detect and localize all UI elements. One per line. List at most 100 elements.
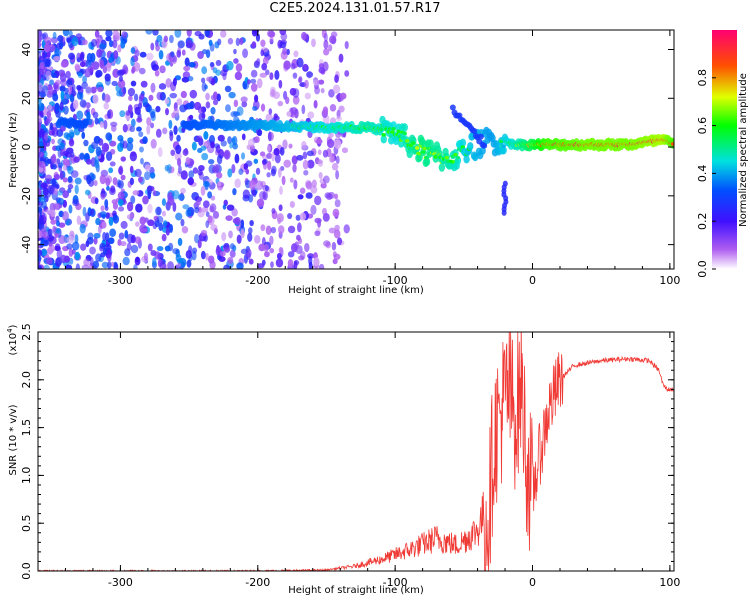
- noise-blob: [108, 216, 114, 226]
- noise-blob: [301, 104, 306, 115]
- noise-blob: [139, 51, 147, 58]
- noise-blob: [323, 32, 328, 43]
- noise-blob: [286, 111, 292, 117]
- noise-blob: [68, 138, 75, 147]
- noise-blob: [79, 53, 85, 62]
- noise-blob: [240, 96, 248, 103]
- x-tick-label: -300: [108, 274, 133, 287]
- noise-blob: [140, 227, 148, 233]
- noise-blob: [126, 141, 134, 152]
- noise-blob: [39, 61, 45, 69]
- noise-blob: [233, 99, 239, 108]
- page-title: C2E5.2024.131.01.57.R17: [269, 1, 441, 16]
- ridge-core: [379, 127, 384, 132]
- ridge-core: [381, 133, 386, 137]
- noise-blob: [231, 208, 238, 217]
- noise-blob: [57, 190, 63, 196]
- noise-blob: [307, 111, 315, 119]
- noise-blob: [264, 251, 270, 258]
- noise-blob: [300, 250, 306, 260]
- noise-blob: [192, 167, 199, 174]
- noise-blob: [117, 79, 126, 89]
- noise-blob: [151, 64, 160, 71]
- noise-blob: [225, 215, 233, 221]
- noise-blob: [154, 69, 160, 77]
- noise-blob: [296, 154, 304, 161]
- noise-blob: [117, 44, 122, 53]
- noise-blob: [60, 90, 65, 101]
- noise-blob: [235, 63, 243, 73]
- noise-blob: [39, 92, 47, 98]
- noise-blob: [168, 119, 173, 130]
- noise-blob: [79, 61, 86, 68]
- noise-blob: [70, 151, 75, 158]
- y-tick-label: 1.0: [20, 467, 33, 485]
- noise-blob: [44, 43, 50, 53]
- noise-blob: [104, 73, 111, 82]
- noise-blob: [226, 60, 234, 71]
- noise-blob: [134, 106, 141, 115]
- noise-blob: [82, 75, 88, 84]
- noise-blob: [133, 93, 139, 102]
- noise-blob: [71, 249, 76, 255]
- noise-blob: [273, 113, 278, 119]
- noise-blob: [253, 158, 259, 164]
- noise-blob: [43, 240, 49, 247]
- noise-blob: [112, 177, 118, 186]
- noise-blob: [185, 102, 193, 110]
- noise-blob: [38, 102, 45, 112]
- noise-blob: [94, 117, 99, 125]
- noise-blob: [180, 218, 185, 227]
- noise-blob: [71, 83, 76, 93]
- noise-blob: [290, 243, 298, 253]
- noise-blob: [287, 212, 293, 220]
- noise-blob: [311, 179, 317, 188]
- noise-blob: [86, 175, 92, 185]
- noise-blob: [193, 101, 202, 111]
- noise-blob: [170, 51, 175, 58]
- ridge-blob: [500, 146, 507, 155]
- noise-blob: [76, 91, 83, 100]
- noise-blob: [48, 43, 56, 53]
- noise-blob: [264, 185, 269, 192]
- noise-blob: [146, 124, 151, 135]
- noise-blob: [133, 264, 138, 269]
- noise-blob: [90, 173, 96, 181]
- noise-blob: [170, 149, 176, 156]
- noise-blob: [129, 125, 136, 133]
- noise-blob: [38, 187, 42, 197]
- noise-blob: [314, 86, 321, 95]
- noise-blob: [164, 245, 171, 252]
- noise-blob: [59, 125, 66, 132]
- noise-blob: [97, 225, 102, 234]
- noise-blob: [331, 162, 339, 171]
- noise-blob: [44, 156, 50, 167]
- noise-blob: [59, 142, 65, 150]
- noise-blob: [291, 155, 298, 165]
- noise-blob: [257, 263, 265, 269]
- noise-blob: [53, 174, 61, 181]
- noise-blob: [310, 185, 318, 194]
- noise-blob: [119, 110, 126, 118]
- noise-blob: [58, 40, 64, 50]
- noise-blob: [47, 228, 53, 237]
- noise-blob: [58, 162, 63, 169]
- noise-blob: [171, 189, 180, 200]
- noise-blob: [109, 228, 117, 237]
- noise-blob: [112, 39, 118, 49]
- noise-blob: [45, 70, 52, 81]
- noise-blob: [106, 109, 112, 119]
- noise-blob: [210, 141, 215, 149]
- noise-blob: [308, 255, 313, 266]
- noise-blob: [156, 246, 164, 252]
- noise-blob: [231, 163, 236, 174]
- noise-blob: [188, 61, 196, 68]
- noise-blob: [224, 246, 231, 253]
- colorbar: 0.0 0.2 0.4 0.6 0.8 Normalized spectral ampl…: [696, 30, 749, 278]
- noise-blob: [127, 87, 136, 97]
- noise-blob: [134, 168, 142, 178]
- noise-blob: [206, 76, 212, 82]
- noise-blob: [314, 195, 322, 206]
- noise-blob: [332, 84, 341, 94]
